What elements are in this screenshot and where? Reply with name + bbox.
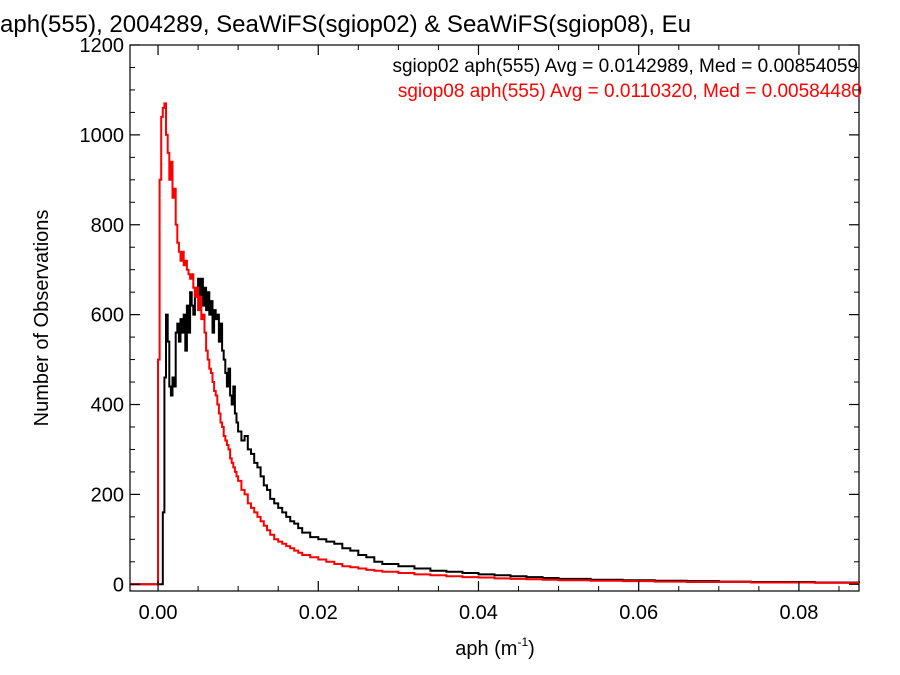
y-tick-label: 1200 (80, 35, 125, 57)
x-tick-label: 0.00 (139, 602, 178, 624)
chart-title: aph(555), 2004289, SeaWiFS(sgiop02) & Se… (0, 11, 691, 38)
plot-frame (129, 44, 860, 592)
annotation-sgiop08: sgiop08 aph(555) Avg = 0.0110320, Med = … (398, 81, 862, 102)
y-tick-label: 600 (91, 305, 124, 327)
series-line-0 (130, 277, 860, 586)
series-layer (130, 102, 860, 586)
y-axis-label: Number of Observations (31, 210, 53, 427)
x-tick-label: 0.04 (459, 602, 498, 624)
y-tick-label: 1000 (80, 125, 125, 147)
x-tick-label: 0.08 (779, 602, 818, 624)
x-tick-label: 0.02 (299, 602, 338, 624)
x-axis-label-main: aph (m (455, 638, 517, 660)
series-line-1 (130, 102, 859, 586)
y-tick-label: 400 (91, 395, 124, 417)
x-tick-label: 0.06 (619, 602, 658, 624)
y-tick-label: 800 (91, 215, 124, 237)
x-axis-label: aph (m-1) (455, 635, 535, 660)
x-axis-label-superscript: -1 (517, 635, 528, 649)
annotation-sgiop02: sgiop02 aph(555) Avg = 0.0142989, Med = … (392, 56, 858, 77)
y-tick-label: 0 (113, 574, 124, 596)
x-ticks: 0.00 0.02 0.04 0.06 0.08 (139, 45, 840, 624)
y-ticks: 0 200 400 600 800 1000 1200 (80, 35, 859, 596)
plot-area: 0.00 0.02 0.04 0.06 0.08 0 200 400 600 800 1000 12… (80, 35, 860, 624)
x-axis-label-tail: ) (528, 638, 535, 660)
y-tick-label: 200 (91, 484, 124, 506)
